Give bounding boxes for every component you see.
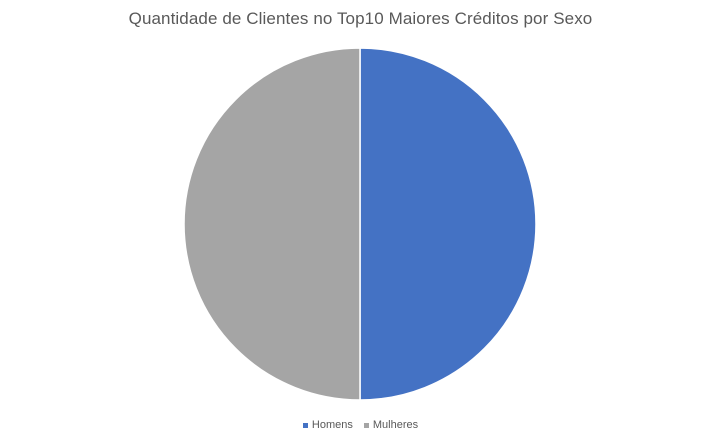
- legend: Homens Mulheres: [0, 419, 721, 431]
- pie-slice-homens: [359, 47, 537, 401]
- legend-item-homens: Homens: [302, 419, 353, 431]
- chart-title: Quantidade de Clientes no Top10 Maiores …: [128, 9, 593, 28]
- legend-label-mulheres: Mulheres: [372, 419, 419, 431]
- legend-swatch-mulheres: [363, 422, 369, 428]
- pie-slice-mulheres: [183, 47, 361, 401]
- legend-label-homens: Homens: [311, 419, 353, 431]
- legend-item-mulheres: Mulheres: [363, 419, 419, 431]
- legend-swatch-homens: [302, 422, 308, 428]
